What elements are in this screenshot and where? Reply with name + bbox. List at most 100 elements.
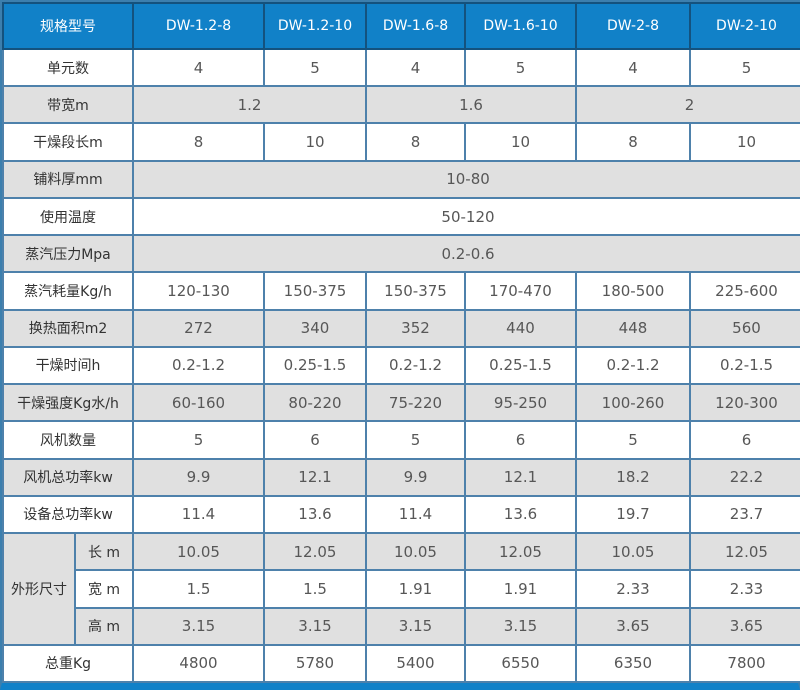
value-cell: 5400 bbox=[365, 643, 466, 684]
value-cell: 3.65 bbox=[575, 606, 691, 646]
dimension-group-label-cell: 外形尺寸 bbox=[2, 532, 76, 646]
value-cell: 60-160 bbox=[132, 383, 265, 423]
value-cell: 448 bbox=[575, 308, 691, 348]
table-row: 高 m 3.15 3.15 3.15 3.15 3.65 3.65 bbox=[3, 606, 800, 646]
value-cell: 2.33 bbox=[689, 569, 800, 609]
value-cell: 10 bbox=[689, 122, 800, 162]
value-cell: 95-250 bbox=[464, 383, 577, 423]
value-cell: 4 bbox=[132, 47, 265, 88]
table-row: 宽 m 1.5 1.5 1.91 1.91 2.33 2.33 bbox=[3, 569, 800, 609]
value-cell: 13.6 bbox=[263, 494, 367, 535]
row-label-cell: 换热面积m2 bbox=[2, 308, 134, 348]
value-cell: 6 bbox=[464, 420, 577, 460]
value-cell: 5 bbox=[132, 420, 265, 460]
value-cell: 6350 bbox=[575, 643, 691, 684]
value-cell: 22.2 bbox=[689, 457, 800, 497]
value-cell: 1.91 bbox=[365, 569, 466, 609]
value-cell: 12.05 bbox=[464, 532, 577, 572]
table-row: 使用温度 50-120 bbox=[2, 196, 800, 237]
spec-table-body: 单元数 4 5 4 5 4 5 带宽m 1.2 1.6 2 干燥段长m 8 10 8 10 8 10 铺料厚mm 10… bbox=[2, 47, 800, 684]
value-cell: 0.2-1.2 bbox=[365, 345, 466, 386]
row-label-cell: 蒸汽耗量Kg/h bbox=[2, 271, 134, 311]
value-cell: 100-260 bbox=[575, 383, 691, 423]
value-cell: 1.5 bbox=[132, 569, 265, 609]
value-cell: 10-80 bbox=[132, 159, 800, 199]
value-cell: 80-220 bbox=[263, 383, 367, 423]
value-cell: 3.65 bbox=[689, 606, 800, 646]
value-cell: 10.05 bbox=[365, 532, 466, 572]
dimension-sub-label-cell: 宽 m bbox=[74, 569, 134, 609]
model-header-cell: DW-1.2-8 bbox=[132, 2, 265, 50]
value-cell: 5 bbox=[464, 47, 577, 88]
value-cell: 50-120 bbox=[132, 196, 800, 237]
row-label-cell: 使用温度 bbox=[2, 196, 134, 237]
table-row: 干燥时间h 0.2-1.2 0.25-1.5 0.2-1.2 0.25-1.5 0.2-1… bbox=[2, 345, 800, 386]
value-cell: 11.4 bbox=[365, 494, 466, 535]
table-row: 铺料厚mm 10-80 bbox=[2, 159, 800, 199]
value-cell: 18.2 bbox=[575, 457, 691, 497]
value-cell: 0.2-1.5 bbox=[689, 345, 800, 386]
value-cell: 19.7 bbox=[575, 494, 691, 535]
table-row: 蒸汽压力Mpa 0.2-0.6 bbox=[2, 234, 800, 274]
table-row: 干燥强度Kg水/h 60-160 80-220 75-220 95-250 100-260… bbox=[2, 383, 800, 423]
value-cell: 6550 bbox=[464, 643, 577, 684]
value-cell: 13.6 bbox=[464, 494, 577, 535]
row-label-cell: 干燥时间h bbox=[2, 345, 134, 386]
table-row: 带宽m 1.2 1.6 2 bbox=[2, 85, 800, 125]
value-cell: 560 bbox=[689, 308, 800, 348]
value-cell: 6 bbox=[689, 420, 800, 460]
value-cell: 4 bbox=[365, 47, 466, 88]
model-header-cell: DW-2-8 bbox=[575, 2, 691, 50]
value-cell: 340 bbox=[263, 308, 367, 348]
value-cell: 1.5 bbox=[263, 569, 367, 609]
row-label-cell: 总重Kg bbox=[2, 643, 134, 684]
value-cell: 10.05 bbox=[575, 532, 691, 572]
model-header-cell: DW-2-10 bbox=[689, 2, 800, 50]
value-cell: 3.15 bbox=[365, 606, 466, 646]
spec-model-header-cell: 规格型号 bbox=[2, 2, 134, 50]
value-cell: 10 bbox=[464, 122, 577, 162]
value-cell: 10 bbox=[263, 122, 367, 162]
value-cell: 0.2-1.2 bbox=[132, 345, 265, 386]
value-cell: 440 bbox=[464, 308, 577, 348]
value-cell: 5 bbox=[263, 47, 367, 88]
value-cell: 225-600 bbox=[689, 271, 800, 311]
value-cell: 180-500 bbox=[575, 271, 691, 311]
value-cell: 120-300 bbox=[689, 383, 800, 423]
row-label-cell: 设备总功率kw bbox=[2, 494, 134, 535]
table-row: 蒸汽耗量Kg/h 120-130 150-375 150-375 170-470 180-… bbox=[2, 271, 800, 311]
table-row: 干燥段长m 8 10 8 10 8 10 bbox=[2, 122, 800, 162]
value-cell: 4 bbox=[575, 47, 691, 88]
value-cell: 12.05 bbox=[263, 532, 367, 572]
spec-table-header: 规格型号 DW-1.2-8 DW-1.2-10 DW-1.6-8 DW-1.6-10 DW… bbox=[2, 2, 800, 50]
value-cell: 150-375 bbox=[365, 271, 466, 311]
dimension-sub-label-cell: 高 m bbox=[74, 606, 134, 646]
value-cell: 3.15 bbox=[263, 606, 367, 646]
value-cell: 1.91 bbox=[464, 569, 577, 609]
row-label-cell: 干燥强度Kg水/h bbox=[2, 383, 134, 423]
table-row: 单元数 4 5 4 5 4 5 bbox=[2, 47, 800, 88]
value-cell: 5 bbox=[575, 420, 691, 460]
value-cell: 23.7 bbox=[689, 494, 800, 535]
table-row: 风机总功率kw 9.9 12.1 9.9 12.1 18.2 22.2 bbox=[2, 457, 800, 497]
dimension-sub-label-cell: 长 m bbox=[74, 532, 134, 572]
row-label-cell: 干燥段长m bbox=[2, 122, 134, 162]
model-header-cell: DW-1.6-8 bbox=[365, 2, 466, 50]
header-row: 规格型号 DW-1.2-8 DW-1.2-10 DW-1.6-8 DW-1.6-10 DW… bbox=[2, 2, 800, 50]
value-cell: 12.1 bbox=[263, 457, 367, 497]
value-cell: 7800 bbox=[689, 643, 800, 684]
value-cell: 8 bbox=[365, 122, 466, 162]
value-cell: 9.9 bbox=[132, 457, 265, 497]
row-label-cell: 风机数量 bbox=[2, 420, 134, 460]
value-cell: 9.9 bbox=[365, 457, 466, 497]
value-cell: 0.2-1.2 bbox=[575, 345, 691, 386]
value-cell: 10.05 bbox=[132, 532, 265, 572]
value-cell: 120-130 bbox=[132, 271, 265, 311]
value-cell: 272 bbox=[132, 308, 265, 348]
value-cell: 12.05 bbox=[689, 532, 800, 572]
row-label-cell: 铺料厚mm bbox=[2, 159, 134, 199]
value-cell: 0.2-0.6 bbox=[132, 234, 800, 274]
value-cell: 5 bbox=[689, 47, 800, 88]
